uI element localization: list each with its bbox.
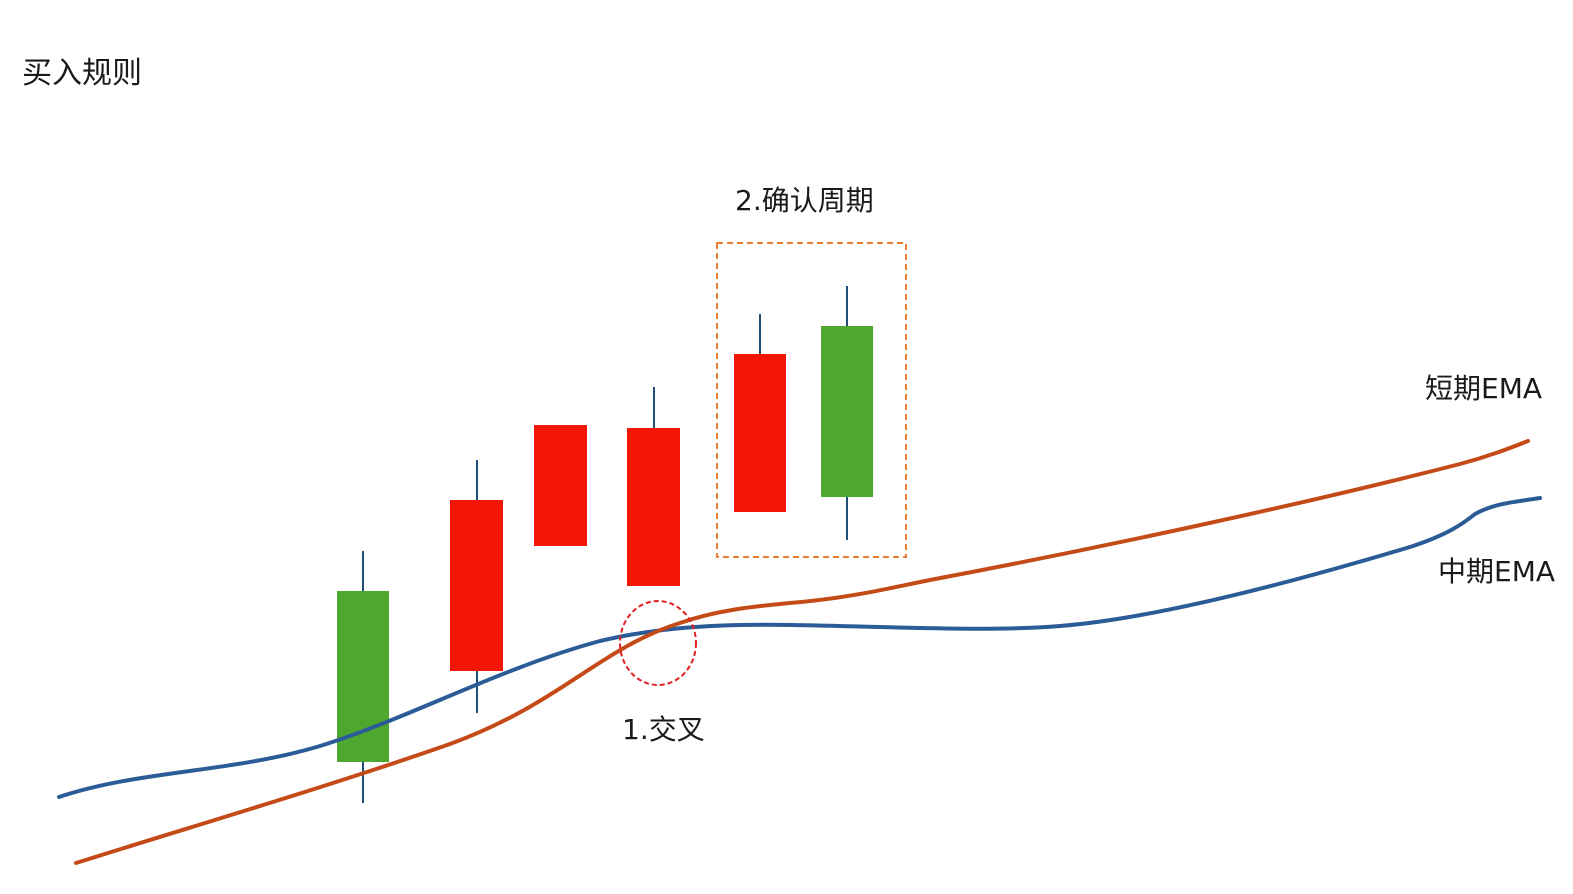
candle-1-body	[337, 591, 389, 762]
diagram-title: 买入规则	[22, 56, 142, 91]
candle-2-body	[450, 500, 503, 671]
candle-4-body	[627, 428, 680, 586]
candle-5-body	[734, 354, 786, 512]
confirmation-box	[716, 242, 907, 558]
candle-3	[534, 425, 587, 546]
candle-6-body	[821, 326, 873, 497]
candlesticks	[337, 286, 873, 803]
candle-1	[337, 551, 389, 803]
crossover-label: 1.交叉	[622, 713, 705, 746]
confirm-period-label: 2.确认周期	[735, 184, 874, 217]
candle-4	[627, 387, 680, 586]
mid-ema-line	[57, 496, 1542, 799]
short-ema-label: 短期EMA	[1425, 372, 1542, 405]
mid-ema-label: 中期EMA	[1438, 555, 1555, 588]
candle-2	[450, 460, 503, 713]
candle-6	[821, 286, 873, 540]
candle-5	[734, 314, 786, 512]
candle-3-body	[534, 425, 587, 546]
short-ema-line	[74, 439, 1530, 865]
crossover-circle	[619, 600, 697, 686]
